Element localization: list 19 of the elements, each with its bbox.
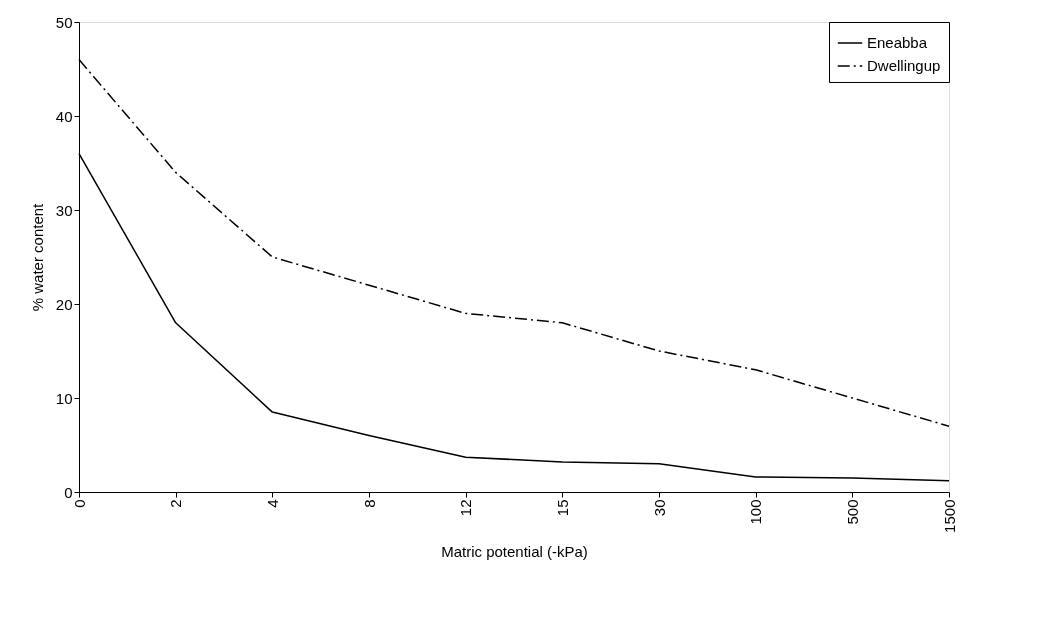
x-tick-label: 1500 [940,499,958,533]
y-tick-label: 30 [55,201,73,219]
y-tick-label: 40 [55,107,73,125]
x-axis-title: Matric potential (-kPa) [441,542,588,560]
x-tick-label: 0 [70,499,88,508]
x-tick-label: 2 [167,499,185,508]
x-tick-label: 30 [650,499,668,517]
x-tick-label: 500 [843,499,861,525]
y-tick-label: 10 [55,389,73,407]
y-tick-label: 50 [55,13,73,31]
y-axis-title: % water content [28,202,46,312]
legend-label: Eneabba [867,34,928,51]
y-tick-label: 20 [55,295,73,313]
x-tick-label: 100 [747,499,765,525]
x-tick-label: 12 [457,499,475,517]
x-tick-label: 4 [263,499,281,508]
x-tick-label: 8 [360,499,378,508]
x-tick-label: 15 [553,499,571,517]
legend-label: Dwellingup [867,57,941,74]
